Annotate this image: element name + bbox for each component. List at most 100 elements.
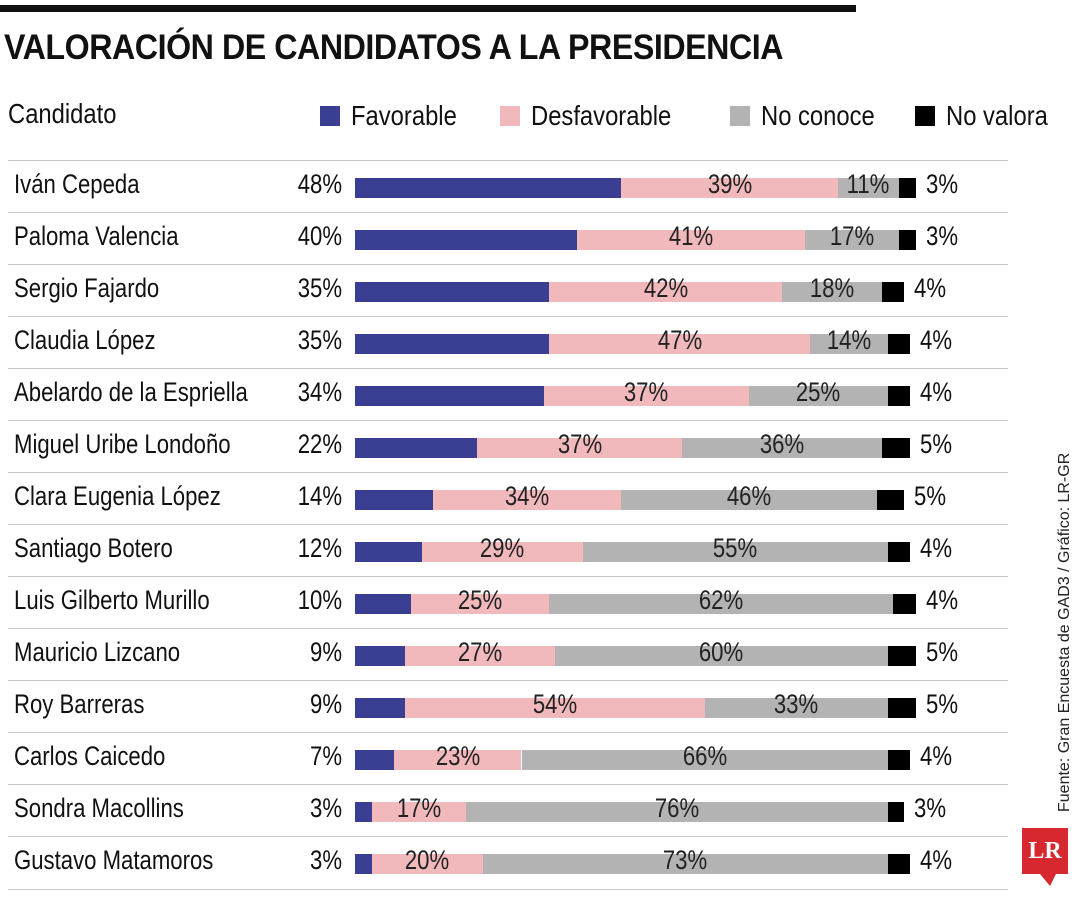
bar-segment-desfavorable <box>393 750 522 770</box>
bar-segment-label: 25% <box>457 585 503 615</box>
bar-segment-no-conoce <box>549 594 894 614</box>
bar-segment-no-valora <box>887 542 910 562</box>
no-valora-label: 4% <box>920 533 953 563</box>
legend-label: Favorable <box>351 100 457 131</box>
bar-segment-label: 18% <box>810 273 855 303</box>
bar-segment-no-conoce <box>621 490 877 510</box>
chart-row: Gustavo Matamoros 3% 20% 73% 4% <box>8 836 1008 890</box>
bar-segment-label: 33% <box>774 689 819 719</box>
bar-segment-label: 37% <box>624 377 669 407</box>
candidate-column-header: Candidato <box>8 98 117 129</box>
legend-item-desfavorable: Desfavorable <box>500 98 696 134</box>
bar-segment-no-conoce <box>466 802 888 822</box>
bar-segment-label: 76% <box>654 793 700 823</box>
favorable-value-label: 35% <box>297 273 342 303</box>
bar-segment-no-valora <box>893 594 916 614</box>
bar-segment-favorable <box>355 230 577 250</box>
bar-segment-label: 54% <box>532 689 577 719</box>
bar-segment-favorable <box>355 646 405 666</box>
bar-segment-label: 47% <box>657 325 702 355</box>
chart-row: Abelardo de la Espriella 34% 37% 25% 4% <box>8 368 1008 421</box>
legend-item-no-conoce: No conoce <box>730 98 895 134</box>
bar-segment-no-conoce <box>704 698 888 718</box>
no-valora-label: 4% <box>920 845 953 875</box>
bar-segment-desfavorable <box>421 542 583 562</box>
no-valora-label: 5% <box>925 689 958 719</box>
bar-segment-no-valora <box>898 230 916 250</box>
favorable-value-label: 34% <box>297 377 342 407</box>
bar-segment-label: 11% <box>847 169 890 199</box>
bar-segment-label: 17% <box>829 221 874 251</box>
bar-segment-no-valora <box>887 334 910 354</box>
bar-segment-desfavorable <box>404 698 705 718</box>
legend-item-no-valora: No valora <box>915 98 1066 134</box>
candidate-name: Iván Cepeda <box>14 169 140 199</box>
no-valora-label: 4% <box>925 585 958 615</box>
bar-segment-label: 23% <box>435 741 480 771</box>
bar-segment-favorable <box>355 178 622 198</box>
bar-segment-favorable <box>355 386 544 406</box>
bar-segment-label: 17% <box>396 793 441 823</box>
bar-segment-desfavorable <box>410 594 550 614</box>
bar-segment-no-conoce <box>582 542 888 562</box>
no-valora-label: 5% <box>925 637 958 667</box>
bar-segment-desfavorable <box>549 282 783 302</box>
bar-segment-no-valora <box>898 178 916 198</box>
chart-row: Paloma Valencia 40% 41% 17% 3% <box>8 212 1008 265</box>
bar-segment-favorable <box>355 438 478 458</box>
bar-segment-label: 42% <box>643 273 688 303</box>
favorable-value-label: 3% <box>309 845 342 875</box>
top-rule <box>0 5 856 12</box>
bar-segment-no-conoce <box>749 386 888 406</box>
bar-segment-no-conoce <box>810 334 888 354</box>
chart-row: Luis Gilberto Murillo 10% 25% 62% 4% <box>8 576 1008 629</box>
bar-segment-label: 25% <box>796 377 841 407</box>
candidate-name: Sergio Fajardo <box>14 273 160 303</box>
no-valora-label: 4% <box>920 741 953 771</box>
legend-swatch <box>320 106 340 126</box>
bar-segment-desfavorable <box>543 386 750 406</box>
bar-segment-no-valora <box>887 802 905 822</box>
bar-segment-favorable <box>355 334 550 354</box>
bar-segment-label: 73% <box>663 845 708 875</box>
no-valora-label: 5% <box>914 481 947 511</box>
bar-segment-favorable <box>355 490 433 510</box>
chart-row: Mauricio Lizcano 9% 27% 60% 5% <box>8 628 1008 681</box>
bar-segment-no-conoce <box>521 750 888 770</box>
favorable-value-label: 40% <box>297 221 342 251</box>
bar-segment-desfavorable <box>404 646 555 666</box>
bar-segment-no-valora <box>887 854 910 874</box>
bar-segment-no-valora <box>876 490 905 510</box>
favorable-value-label: 22% <box>297 429 342 459</box>
legend-label: Desfavorable <box>531 100 672 131</box>
bar-segment-no-valora <box>887 386 910 406</box>
legend-label: No valora <box>946 100 1048 131</box>
favorable-value-label: 12% <box>297 533 342 563</box>
bar-segment-favorable <box>355 802 372 822</box>
candidate-name: Luis Gilberto Murillo <box>14 585 210 615</box>
bar-segment-no-conoce <box>837 178 899 198</box>
bar-segment-no-conoce <box>554 646 888 666</box>
legend-swatch <box>500 106 520 126</box>
candidate-name: Santiago Botero <box>14 533 173 563</box>
legend-item-favorable: Favorable <box>320 98 476 134</box>
candidate-name: Paloma Valencia <box>14 221 179 251</box>
bar-segment-desfavorable <box>621 178 838 198</box>
bar-segment-label: 39% <box>707 169 752 199</box>
bar-segment-no-conoce <box>782 282 883 302</box>
bar-segment-favorable <box>355 542 422 562</box>
lr-logo-tail <box>1040 874 1056 886</box>
no-valora-label: 5% <box>920 429 953 459</box>
bar-segment-label: 34% <box>504 481 550 511</box>
no-valora-label: 4% <box>920 325 953 355</box>
chart-row: Iván Cepeda 48% 39% 11% 3% <box>8 160 1008 213</box>
bar-segment-label: 37% <box>557 429 602 459</box>
favorable-value-label: 14% <box>297 481 342 511</box>
candidate-name: Claudia López <box>14 325 156 355</box>
favorable-value-label: 35% <box>297 325 342 355</box>
chart-row: Roy Barreras 9% 54% 33% 5% <box>8 680 1008 733</box>
bar-segment-label: 27% <box>457 637 503 667</box>
bar-segment-label: 29% <box>479 533 525 563</box>
favorable-value-label: 7% <box>309 741 342 771</box>
chart-title: VALORACIÓN DE CANDIDATOS A LA PRESIDENCI… <box>4 28 784 67</box>
